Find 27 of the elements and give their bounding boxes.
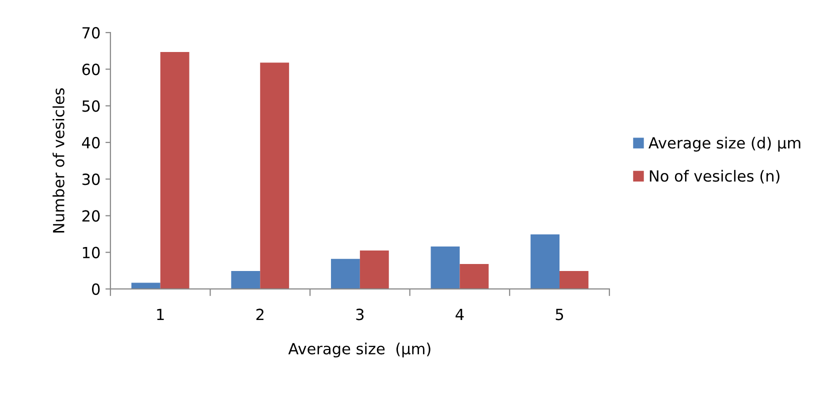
bar bbox=[560, 271, 588, 289]
y-tick-label: 20 bbox=[82, 210, 100, 222]
y-tick-label: 0 bbox=[92, 283, 100, 295]
bar bbox=[460, 264, 489, 289]
x-tick-label: 1 bbox=[157, 308, 164, 320]
y-tick-label: 40 bbox=[82, 136, 100, 148]
y-tick-label: 70 bbox=[82, 27, 100, 39]
y-tick-label: 60 bbox=[82, 64, 100, 76]
bar bbox=[430, 246, 460, 289]
x-tick-label: 3 bbox=[356, 308, 364, 320]
y-tick-label: 50 bbox=[82, 100, 100, 112]
bar bbox=[530, 234, 560, 289]
bar bbox=[260, 62, 290, 289]
y-axis-title: Number of vesicles bbox=[52, 88, 64, 232]
y-tick-label: 30 bbox=[82, 174, 100, 186]
x-tick-label: 5 bbox=[556, 308, 564, 320]
legend-label: No of vesicles (n) bbox=[650, 170, 780, 184]
x-axis-title: Average size (µm) bbox=[288, 342, 430, 358]
x-tick-label: 2 bbox=[256, 308, 264, 320]
bar bbox=[160, 52, 190, 289]
bar bbox=[330, 258, 360, 289]
bar bbox=[231, 271, 260, 289]
bar bbox=[360, 250, 389, 289]
y-tick-label: 10 bbox=[82, 246, 100, 258]
bar bbox=[131, 282, 160, 289]
legend-label: Average size (d) µm bbox=[648, 136, 800, 152]
x-tick-label: 4 bbox=[456, 308, 464, 320]
